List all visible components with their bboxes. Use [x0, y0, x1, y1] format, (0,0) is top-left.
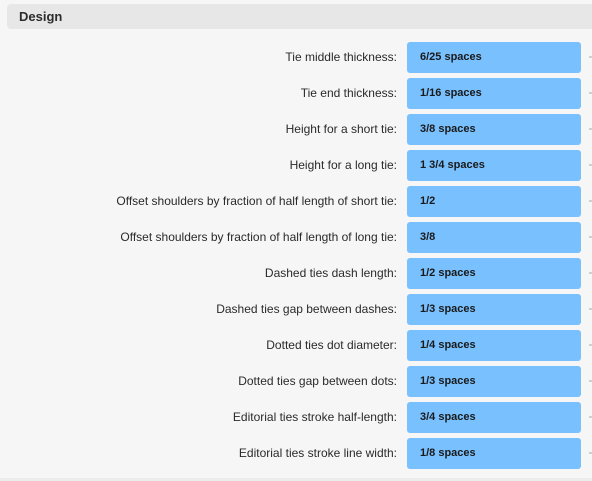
setting-row-dot-gap: Dotted ties gap between dots: 1/3 spaces: [0, 366, 592, 402]
dot-gap-field[interactable]: 1/3 spaces: [407, 366, 581, 397]
setting-label: Dashed ties dash length:: [264, 266, 397, 280]
setting-row-short-tie-height: Height for a short tie: 3/8 spaces: [0, 114, 592, 150]
setting-row-short-tie-shoulder-offset: Offset shoulders by fraction of half len…: [0, 186, 592, 222]
long-tie-height-field[interactable]: 1 3/4 spaces: [407, 150, 581, 181]
setting-label: Editorial ties stroke line width:: [238, 446, 397, 460]
setting-row-dash-gap: Dashed ties gap between dashes: 1/3 spac…: [0, 294, 592, 330]
long-tie-shoulder-offset-field[interactable]: 3/8: [407, 222, 581, 253]
tie-middle-thickness-field[interactable]: 6/25 spaces: [407, 42, 581, 73]
row-edge-marker: [589, 236, 592, 238]
setting-row-dot-diameter: Dotted ties dot diameter: 1/4 spaces: [0, 330, 592, 366]
setting-row-long-tie-height: Height for a long tie: 1 3/4 spaces: [0, 150, 592, 186]
setting-row-tie-end-thickness: Tie end thickness: 1/16 spaces: [0, 78, 592, 114]
panel-bottom-edge: [0, 478, 592, 481]
setting-label: Dotted ties dot diameter:: [266, 338, 397, 352]
row-edge-marker: [589, 56, 592, 58]
dash-length-field[interactable]: 1/2 spaces: [407, 258, 581, 289]
setting-row-tie-middle-thickness: Tie middle thickness: 6/25 spaces: [0, 42, 592, 78]
row-edge-marker: [589, 344, 592, 346]
row-edge-marker: [589, 416, 592, 418]
setting-label: Height for a short tie:: [285, 122, 397, 136]
setting-label: Height for a long tie:: [289, 158, 397, 172]
setting-label: Editorial ties stroke half-length:: [232, 410, 397, 424]
design-section-header[interactable]: Design: [7, 4, 592, 29]
setting-row-editorial-line-width: Editorial ties stroke line width: 1/8 sp…: [0, 438, 592, 474]
setting-label: Offset shoulders by fraction of half len…: [116, 194, 397, 208]
row-edge-marker: [589, 92, 592, 94]
setting-row-long-tie-shoulder-offset: Offset shoulders by fraction of half len…: [0, 222, 592, 258]
row-edge-marker: [589, 164, 592, 166]
setting-row-dash-length: Dashed ties dash length: 1/2 spaces: [0, 258, 592, 294]
setting-label: Dashed ties gap between dashes:: [216, 302, 397, 316]
row-edge-marker: [589, 128, 592, 130]
tie-end-thickness-field[interactable]: 1/16 spaces: [407, 78, 581, 109]
section-title: Design: [19, 9, 63, 24]
settings-rows: Tie middle thickness: 6/25 spaces Tie en…: [0, 42, 592, 474]
dot-diameter-field[interactable]: 1/4 spaces: [407, 330, 581, 361]
setting-row-editorial-half-length: Editorial ties stroke half-length: 3/4 s…: [0, 402, 592, 438]
row-edge-marker: [589, 200, 592, 202]
setting-label: Tie end thickness:: [300, 86, 397, 100]
dash-gap-field[interactable]: 1/3 spaces: [407, 294, 581, 325]
setting-label: Dotted ties gap between dots:: [238, 374, 397, 388]
setting-label: Offset shoulders by fraction of half len…: [120, 230, 397, 244]
row-edge-marker: [589, 452, 592, 454]
editorial-half-length-field[interactable]: 3/4 spaces: [407, 402, 581, 433]
row-edge-marker: [589, 380, 592, 382]
short-tie-height-field[interactable]: 3/8 spaces: [407, 114, 581, 145]
editorial-line-width-field[interactable]: 1/8 spaces: [407, 438, 581, 469]
short-tie-shoulder-offset-field[interactable]: 1/2: [407, 186, 581, 217]
setting-label: Tie middle thickness:: [285, 50, 397, 64]
row-edge-marker: [589, 272, 592, 274]
row-edge-marker: [589, 308, 592, 310]
